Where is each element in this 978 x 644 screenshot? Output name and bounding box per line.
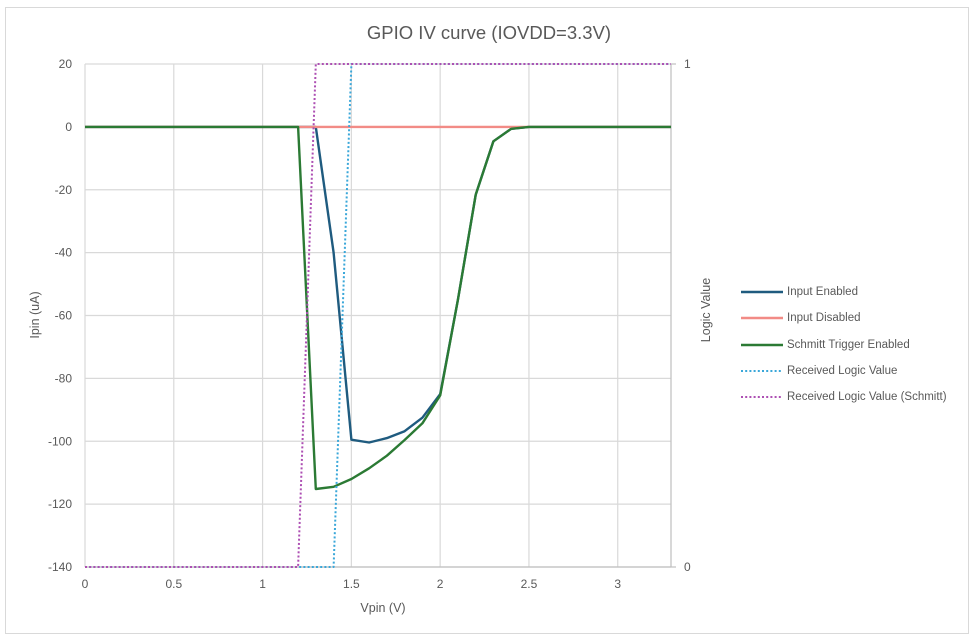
x-axis-tick-label: 2.5	[521, 577, 538, 591]
x-axis-tick-label: 2	[437, 577, 444, 591]
legend-label: Received Logic Value	[787, 365, 898, 378]
legend-item-received-logic-value[interactable]: Received Logic Value	[741, 358, 947, 384]
legend-label: Received Logic Value (Schmitt)	[787, 391, 947, 404]
legend-swatch-solid-icon	[741, 290, 783, 294]
x-axis-tick-label: 0.5	[165, 577, 182, 591]
series-line-input-enabled	[85, 125, 671, 444]
series-line-schmitt-trigger-enabled	[85, 125, 671, 491]
secondary-y-axis-tick-label: 0	[684, 560, 691, 574]
secondary-y-axis-tick-label: 1	[684, 57, 691, 71]
legend-item-input-enabled[interactable]: Input Enabled	[741, 279, 947, 305]
y-axis-tick-label: -60	[55, 309, 73, 323]
y-axis-tick-label: -40	[55, 246, 73, 260]
y-axis-tick-label: 0	[65, 120, 72, 134]
x-axis-tick-label: 0	[82, 577, 89, 591]
y-axis-tick-label: -20	[55, 183, 73, 197]
legend-item-input-disabled[interactable]: Input Disabled	[741, 305, 947, 331]
secondary-y-axis-title: Logic Value	[699, 277, 713, 343]
chart-area	[5, 7, 969, 634]
y-axis-title: Ipin (uA)	[28, 291, 42, 339]
y-axis-tick-label: 20	[59, 57, 73, 71]
legend-item-schmitt-trigger-enabled[interactable]: Schmitt Trigger Enabled	[741, 332, 947, 358]
y-axis-tick-label: -100	[48, 434, 72, 448]
y-axis-tick-label: -120	[48, 497, 72, 511]
legend-item-received-logic-value-schmitt[interactable]: Received Logic Value (Schmitt)	[741, 384, 947, 410]
y-axis-tick-label: -80	[55, 371, 73, 385]
legend-label: Schmitt Trigger Enabled	[787, 338, 910, 351]
x-axis-tick-label: 3	[614, 577, 621, 591]
legend-swatch-dotted-icon	[741, 370, 783, 373]
x-axis-tick-label: 1	[259, 577, 266, 591]
series-group	[85, 63, 671, 568]
legend-label: Input Disabled	[787, 312, 861, 325]
gridlines	[84, 63, 671, 568]
legend-swatch-dotted-icon	[741, 396, 783, 399]
chart-title: GPIO IV curve (IOVDD=3.3V)	[366, 22, 612, 43]
legend-swatch-solid-icon	[741, 317, 783, 320]
legend-label: Input Enabled	[787, 286, 858, 299]
x-axis-title: Vpin (V)	[360, 601, 406, 615]
y-axis-tick-label: -140	[48, 560, 72, 574]
legend: Input Enabled Input Disabled Schmitt Tri…	[741, 279, 947, 410]
series-line-received-logic-value-schmitt	[85, 63, 671, 568]
legend-swatch-solid-icon	[741, 343, 783, 346]
x-axis-tick-label: 1.5	[343, 577, 360, 591]
